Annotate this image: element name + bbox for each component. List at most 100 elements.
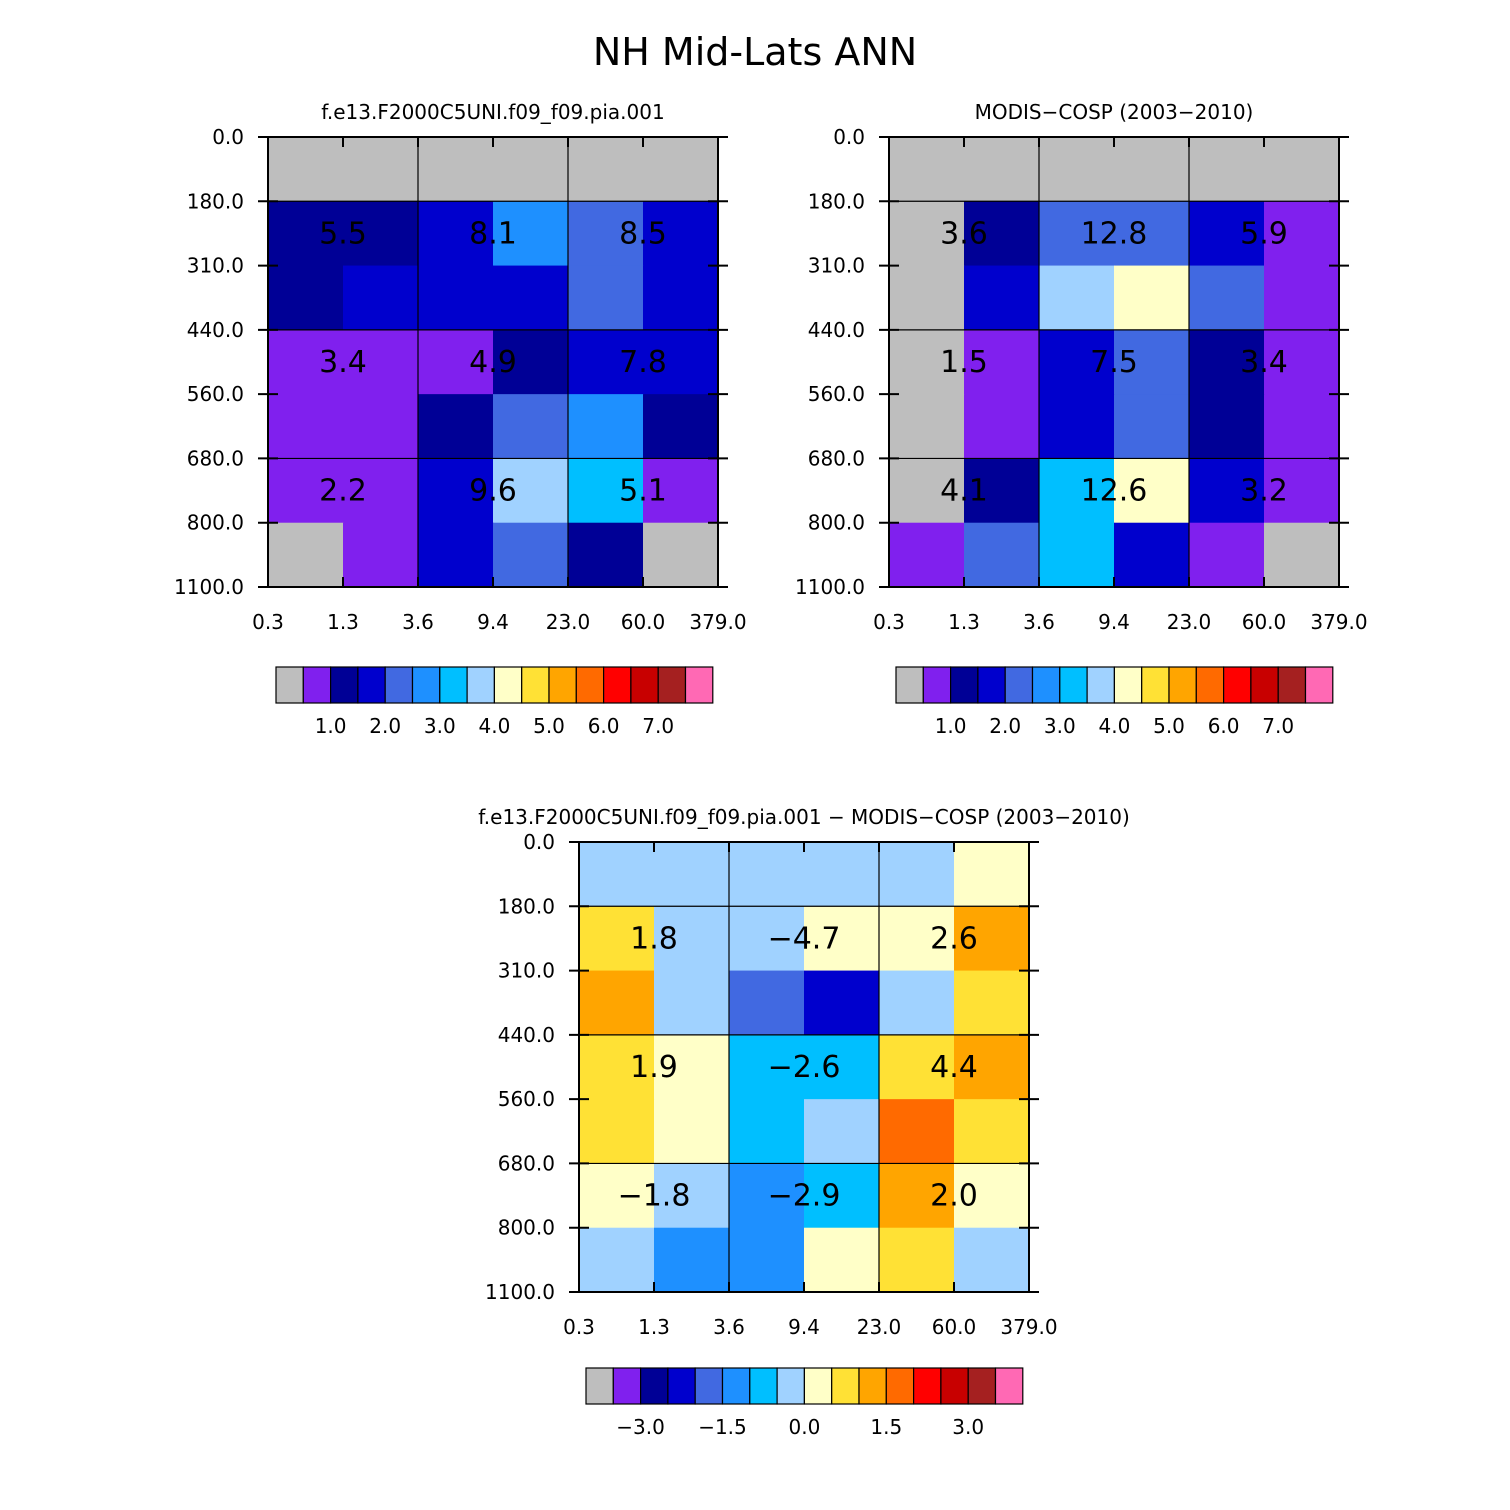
box-label: 2.0 <box>930 1179 978 1214</box>
colorbar-swatch <box>694 1367 724 1405</box>
colorbar-swatch <box>411 666 441 704</box>
heatmap-cell <box>1039 201 1115 267</box>
y-tick-label: 680.0 <box>187 446 244 470</box>
y-tick-label: 0.0 <box>523 830 555 854</box>
x-tick-label: 9.4 <box>788 1315 820 1339</box>
heatmap-cell <box>954 842 1030 907</box>
x-tick-label: 1.3 <box>638 1315 670 1339</box>
heatmap-cell <box>889 265 965 331</box>
colorbar-swatch <box>803 1367 833 1405</box>
heatmap-cell <box>343 329 419 395</box>
heatmap-cell <box>804 970 880 1036</box>
heatmap-cell <box>1264 394 1340 459</box>
heatmap-cell <box>343 458 419 524</box>
heatmap-cell <box>568 201 644 267</box>
box-label: 3.6 <box>940 216 988 251</box>
colorbar-swatch <box>357 666 386 704</box>
heatmap-cell <box>343 137 419 202</box>
colorbar-swatch <box>922 666 952 704</box>
heatmap-cell <box>568 329 644 395</box>
box-label: 3.2 <box>1240 474 1288 509</box>
box-label: −1.8 <box>618 1179 691 1214</box>
colorbar-swatch <box>858 1367 887 1405</box>
heatmap-cell <box>729 970 805 1036</box>
x-tick-label: 60.0 <box>1242 610 1287 634</box>
heatmap-cell <box>654 906 730 972</box>
colorbar-swatch <box>721 1367 751 1405</box>
x-tick-label: 3.6 <box>1023 610 1055 634</box>
heatmap-cell <box>804 906 880 972</box>
heatmap-cell <box>343 394 419 459</box>
colorbar-swatch <box>994 1367 1024 1405</box>
heatmap-cell <box>1264 458 1340 524</box>
heatmap-cell <box>1114 458 1190 524</box>
colorbar-swatch <box>1304 666 1334 704</box>
heatmap-cell <box>1039 329 1115 395</box>
colorbar-label: 2.0 <box>989 714 1021 738</box>
heatmap-cell <box>654 1227 730 1293</box>
colorbar-swatch <box>1141 666 1170 704</box>
heatmap-cell <box>1189 201 1265 267</box>
heatmap-cell <box>954 1163 1030 1229</box>
y-tick-label: 1100.0 <box>795 575 865 599</box>
colorbar-swatch <box>466 666 496 704</box>
y-tick-label: 560.0 <box>498 1087 555 1111</box>
heatmap-cell <box>889 201 965 267</box>
heatmap-cell <box>804 1099 880 1164</box>
heatmap-cell <box>729 906 805 972</box>
heatmap-cell <box>804 1163 880 1229</box>
box-label: 5.9 <box>1240 216 1288 251</box>
heatmap-cell <box>954 906 1030 972</box>
box-label: 2.6 <box>930 921 978 956</box>
colorbar-swatch <box>667 1367 696 1405</box>
heatmap-cell <box>418 522 494 588</box>
y-tick-label: 800.0 <box>808 511 865 535</box>
heatmap-cell <box>268 201 344 267</box>
heatmap-cell <box>879 1227 955 1293</box>
heatmap-cell <box>418 265 494 331</box>
colorbar-swatch <box>493 666 523 704</box>
heatmap-cell <box>268 329 344 395</box>
colorbar-label: 7.0 <box>1262 714 1294 738</box>
colorbar-swatch <box>1277 666 1307 704</box>
colorbar-swatch <box>885 1367 915 1405</box>
y-tick-label: 560.0 <box>808 382 865 406</box>
box-label: 1.8 <box>630 921 678 956</box>
box-label: 2.2 <box>319 474 367 509</box>
colorbar-swatch <box>977 666 1006 704</box>
heatmap-cell <box>654 970 730 1036</box>
heatmap-cell <box>889 458 965 524</box>
colorbar-swatch <box>1168 666 1197 704</box>
y-tick-label: 180.0 <box>498 894 555 918</box>
colorbar-label: 4.0 <box>1098 714 1130 738</box>
heatmap-cell <box>643 201 719 267</box>
heatmap-cell <box>643 458 719 524</box>
heatmap-cell <box>879 906 955 972</box>
heatmap-cell <box>879 1099 955 1164</box>
heatmap-cell <box>268 265 344 331</box>
heatmap-cell <box>1039 458 1115 524</box>
box-label: 5.1 <box>619 474 667 509</box>
box-label: 9.6 <box>469 474 517 509</box>
box-label: 4.4 <box>930 1050 978 1085</box>
heatmap-cell <box>729 1099 805 1164</box>
panel-left: f.e13.F2000C5UNI.f09_f09.pia.001 5.5 8.1 8.… <box>174 100 747 738</box>
colorbar-label: 3.0 <box>424 714 456 738</box>
box-label: 12.8 <box>1081 216 1148 251</box>
heatmap-cell <box>1264 522 1340 588</box>
colorbar: −3.0 −1.5 0.0 1.5 3.0 <box>585 1367 1024 1439</box>
heatmap-cell <box>964 265 1040 331</box>
y-tick-label: 0.0 <box>833 125 865 149</box>
colorbar-label: 4.0 <box>478 714 510 738</box>
box-label: 8.5 <box>619 216 667 251</box>
heatmap-cell <box>729 842 805 907</box>
colorbar-swatch <box>575 666 605 704</box>
heatmap-cell <box>1114 329 1190 395</box>
box-label: 5.5 <box>319 216 367 251</box>
colorbar-swatch <box>749 1367 778 1405</box>
colorbar-label: −1.5 <box>698 1415 747 1439</box>
heatmap-cell <box>964 329 1040 395</box>
heatmap-cell <box>643 522 719 588</box>
box-label: 8.1 <box>469 216 517 251</box>
